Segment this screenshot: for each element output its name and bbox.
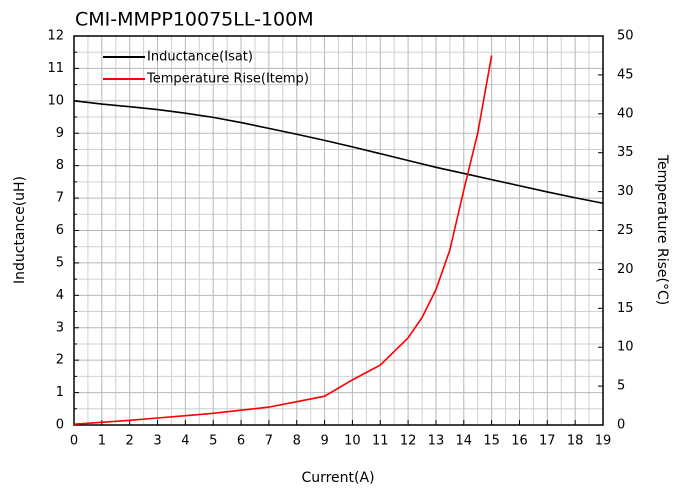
x-tick-label: 1 <box>98 434 106 449</box>
x-tick-label: 13 <box>428 434 445 449</box>
y-tick-label: 0 <box>56 418 64 433</box>
legend-label: Inductance(Isat) <box>147 50 253 65</box>
x-tick-label: 6 <box>237 434 245 449</box>
chart-title: CMI-MMPP10075LL-100M <box>75 9 314 31</box>
x-tick-label: 16 <box>511 434 528 449</box>
x-tick-label: 19 <box>595 434 612 449</box>
y-tick-label: 1 <box>56 385 64 400</box>
y2-axis-label: Temperature Rise(°C) <box>654 154 670 305</box>
y2-tick-label: 15 <box>617 301 634 316</box>
x-tick-label: 15 <box>483 434 500 449</box>
x-tick-label: 9 <box>320 434 328 449</box>
y2-tick-label: 5 <box>617 379 625 394</box>
y-tick-label: 5 <box>56 255 64 270</box>
y2-tick-label: 45 <box>617 67 634 82</box>
y2-tick-label: 20 <box>617 262 634 277</box>
plot-frame <box>73 35 604 426</box>
x-tick-label: 4 <box>181 434 189 449</box>
x-tick-label: 10 <box>344 434 361 449</box>
y2-tick-label: 0 <box>617 418 625 433</box>
y2-tick-label: 10 <box>617 340 634 355</box>
x-tick-label: 7 <box>265 434 273 449</box>
x-tick-label: 0 <box>70 434 78 449</box>
y-tick-label: 3 <box>56 320 64 335</box>
y-tick-label: 9 <box>56 126 64 141</box>
y2-tick-label: 35 <box>617 145 634 160</box>
y-tick-label: 12 <box>47 29 64 44</box>
x-tick-label: 14 <box>456 434 473 449</box>
series-line <box>73 55 493 426</box>
y-tick-label: 11 <box>47 61 64 76</box>
series-line <box>73 100 604 205</box>
y-tick-label: 10 <box>47 93 64 108</box>
x-tick-label: 17 <box>539 434 556 449</box>
x-tick-label: 8 <box>293 434 301 449</box>
y2-tick-label: 40 <box>617 106 634 121</box>
y-tick-label: 6 <box>56 223 64 238</box>
x-tick-label: 12 <box>400 434 417 449</box>
y-tick-label: 2 <box>56 353 64 368</box>
x-tick-label: 5 <box>209 434 217 449</box>
y-tick-label: 4 <box>56 288 64 303</box>
y2-tick-label: 30 <box>617 184 634 199</box>
x-tick-label: 2 <box>126 434 134 449</box>
x-tick-label: 18 <box>567 434 584 449</box>
legend-label: Temperature Rise(Itemp) <box>146 72 309 87</box>
x-axis-label: Current(A) <box>301 470 374 486</box>
y2-tick-label: 50 <box>617 29 634 44</box>
y-tick-label: 8 <box>56 158 64 173</box>
y-tick-label: 7 <box>56 191 64 206</box>
x-tick-label: 11 <box>372 434 389 449</box>
y2-tick-label: 25 <box>617 223 634 238</box>
y-axis-label: Inductance(uH) <box>12 176 28 284</box>
x-tick-label: 3 <box>153 434 161 449</box>
